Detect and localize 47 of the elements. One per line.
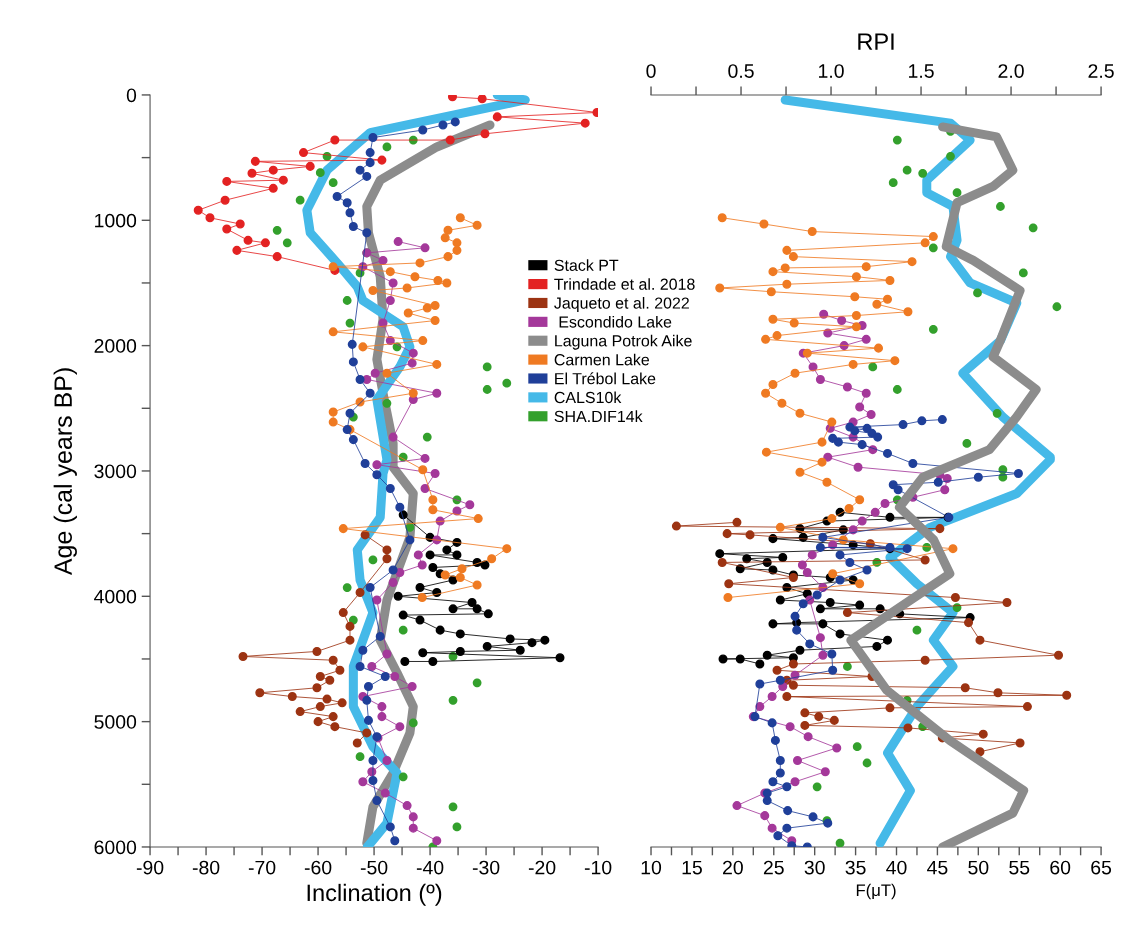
x-tick-label: -60 — [304, 860, 332, 875]
legend-label: Stack PT — [554, 259, 619, 271]
x-tick-label: -10 — [584, 860, 612, 875]
x-tick-label: 10 — [641, 860, 662, 875]
x-tick-label: 40 — [886, 860, 907, 875]
x2-tick-label: 0 — [646, 64, 656, 78]
x2-tick-label: 2.0 — [998, 64, 1024, 78]
y-tick-label: 4000 — [94, 589, 137, 604]
x-axis-title: F(μT) — [856, 883, 896, 900]
legend-label: Jaqueto et al. 2022 — [554, 297, 689, 312]
y-tick-label: 6000 — [94, 840, 137, 855]
y-tick-label: 1000 — [95, 213, 137, 228]
x-tick-label: 45 — [927, 860, 948, 875]
x-tick-label: -70 — [248, 860, 276, 875]
legend-label: SHA.DIF14k — [554, 410, 643, 423]
x2-tick-label: 2.5 — [1088, 64, 1114, 78]
x-tick-label: 35 — [845, 860, 866, 875]
x-tick-label: 65 — [1091, 860, 1112, 875]
legend-label: Trindade et al. 2018 — [554, 278, 695, 290]
legend-label: Carmen Lake — [554, 353, 650, 366]
x-tick-label: 50 — [968, 860, 989, 875]
x-tick-label: 55 — [1009, 860, 1030, 875]
y-tick-label: 2000 — [94, 339, 137, 353]
y-tick-label: 3000 — [94, 464, 137, 479]
x-tick-label: 20 — [723, 860, 743, 875]
x2-tick-label: 1.5 — [909, 64, 934, 78]
x-tick-label: 30 — [804, 860, 825, 875]
y-axis-title: Age (cal years BP) — [53, 368, 77, 576]
x-tick-label: -20 — [528, 860, 556, 875]
x-tick-label: -80 — [192, 860, 220, 875]
y-tick-label: 5000 — [94, 715, 137, 729]
legend-label: Laguna Potrok Aike — [555, 334, 692, 350]
x-tick-label: 25 — [763, 860, 784, 875]
x-tick-label: -90 — [136, 860, 164, 875]
x2-axis-title: RPI — [858, 33, 894, 50]
x-tick-label: 15 — [682, 860, 702, 875]
y-tick-label: 0 — [126, 88, 137, 103]
x-tick-label: -40 — [416, 860, 444, 875]
x-tick-label: -30 — [472, 860, 500, 875]
legend-label: CALS10k — [554, 391, 622, 404]
legend-label: El Trébol Lake — [555, 372, 656, 385]
x-axis-title: Inclination (º) — [307, 883, 442, 906]
x2-tick-label: 1.0 — [819, 64, 844, 78]
x-tick-label: -50 — [360, 860, 388, 875]
x2-tick-label: 0.5 — [728, 64, 754, 78]
x-tick-label: 60 — [1050, 860, 1071, 875]
legend-label: Escondido Lake — [559, 315, 672, 328]
